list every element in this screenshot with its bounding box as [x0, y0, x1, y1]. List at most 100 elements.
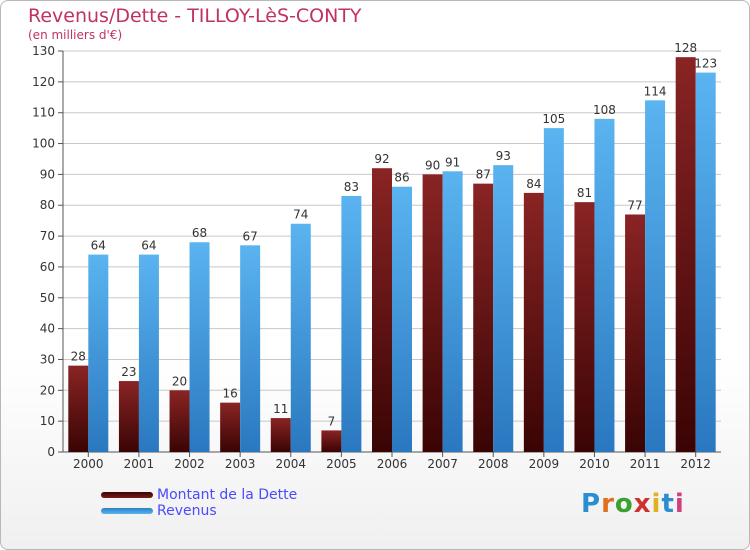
bar-dette: [523, 192, 544, 452]
legend-item-revenus: Revenus: [101, 503, 297, 519]
y-tick-label: 50: [40, 291, 55, 305]
y-tick-label: 80: [40, 198, 55, 212]
logo-letter: t: [661, 489, 675, 519]
y-tick-label: 20: [40, 383, 55, 397]
bar-value-label: 68: [192, 226, 207, 240]
bar-value-label: 20: [172, 374, 187, 388]
bar-dette: [625, 214, 646, 452]
bar-dette: [321, 430, 342, 452]
bar-value-label: 67: [243, 229, 258, 243]
logo-letter: i: [651, 489, 662, 519]
bar-value-label: 90: [425, 158, 440, 172]
legend-item-dette: Montant de la Dette: [101, 487, 297, 503]
bar-dette: [220, 402, 241, 452]
y-tick-label: 100: [32, 137, 55, 151]
bar-value-label: 93: [496, 149, 511, 163]
legend: Montant de la Dette Revenus: [101, 487, 297, 519]
bar-value-label: 84: [526, 177, 541, 191]
bar-value-label: 23: [121, 365, 136, 379]
y-tick-label: 110: [32, 106, 55, 120]
bar-value-label: 81: [577, 186, 592, 200]
x-tick-label: 2004: [275, 457, 306, 471]
bar-value-label: 91: [445, 155, 460, 169]
bar-revenus: [594, 118, 615, 452]
bars: [68, 57, 716, 453]
y-tick-label: 120: [32, 75, 55, 89]
bar-revenus: [240, 245, 261, 452]
bar-dette: [372, 168, 392, 452]
bar-value-label: 92: [374, 152, 389, 166]
bar-value-label: 128: [674, 41, 697, 55]
bar-dette: [270, 418, 291, 452]
bar-revenus: [442, 171, 463, 453]
x-tick-label: 2001: [124, 457, 155, 471]
x-tick-label: 2006: [377, 457, 408, 471]
bar-revenus: [493, 165, 514, 452]
y-tick-label: 90: [40, 167, 55, 181]
legend-swatch-revenus: [101, 508, 153, 514]
y-tick-label: 0: [47, 445, 55, 459]
bar-value-label: 28: [71, 350, 86, 364]
bar-dette: [473, 183, 494, 452]
bar-revenus: [695, 72, 716, 452]
y-tick-label: 40: [40, 322, 55, 336]
x-tick-label: 2012: [680, 457, 711, 471]
bar-value-label: 64: [141, 239, 156, 253]
x-tick-label: 2000: [73, 457, 104, 471]
bar-value-label: 83: [344, 180, 359, 194]
proxiti-logo: Proxiti: [581, 489, 685, 519]
x-tick-label: 2002: [174, 457, 205, 471]
bar-revenus: [88, 254, 109, 452]
x-tick-label: 2011: [630, 457, 661, 471]
y-tick-label: 60: [40, 260, 55, 274]
bar-revenus: [392, 186, 412, 452]
bar-dette: [169, 390, 190, 452]
bar-revenus: [645, 100, 666, 452]
x-tick-label: 2005: [326, 457, 357, 471]
bar-value-label: 11: [273, 402, 288, 416]
bar-value-label: 7: [328, 414, 336, 428]
bar-dette: [675, 57, 696, 453]
logo-letter: i: [674, 489, 685, 519]
y-tick-label: 70: [40, 229, 55, 243]
legend-swatch-dette: [101, 492, 153, 498]
bar-value-label: 123: [694, 57, 717, 71]
logo-letter: P: [581, 489, 602, 519]
bar-value-label: 74: [293, 208, 308, 222]
bar-revenus: [341, 195, 362, 452]
x-tick-label: 2003: [225, 457, 256, 471]
y-tick-label: 10: [40, 414, 55, 428]
bar-value-label: 108: [593, 103, 616, 117]
x-tick-label: 2008: [478, 457, 509, 471]
logo-letter: r: [601, 489, 615, 519]
bar-value-label: 64: [91, 239, 106, 253]
y-tick-label: 130: [32, 44, 55, 58]
legend-label-dette: Montant de la Dette: [157, 487, 298, 503]
bar-dette: [118, 381, 139, 452]
x-tick-label: 2007: [427, 457, 458, 471]
x-tick-label: 2009: [529, 457, 560, 471]
bar-value-label: 16: [223, 387, 238, 401]
legend-label-revenus: Revenus: [157, 503, 217, 519]
chart-title: Revenus/Dette - TILLOY-LèS-CONTY: [28, 5, 362, 27]
bar-value-label: 77: [627, 198, 642, 212]
logo-letter: x: [633, 489, 652, 519]
logo-letter: o: [614, 489, 634, 519]
bar-revenus: [138, 254, 159, 452]
bar-value-label: 86: [394, 171, 409, 185]
data-labels: 28 64 23 64 20 68 16 67 11 74 7 83 92 86 90 91 87 93 84 105…: [71, 41, 717, 428]
bar-revenus: [290, 223, 311, 452]
bar-revenus: [189, 242, 210, 452]
bar-value-label: 87: [476, 168, 491, 182]
bar-value-label: 114: [644, 84, 667, 98]
chart-subtitle: (en milliers d'€): [28, 28, 123, 42]
bar-dette: [574, 202, 595, 452]
y-tick-label: 30: [40, 352, 55, 366]
bar-value-label: 105: [542, 112, 565, 126]
axes: 0 10 20 30 40 50 60 70 80 90 100 110 120 130 2000 2001 2…: [32, 44, 721, 471]
bar-dette: [422, 174, 443, 452]
bar-dette: [68, 365, 89, 452]
x-tick-label: 2010: [579, 457, 610, 471]
